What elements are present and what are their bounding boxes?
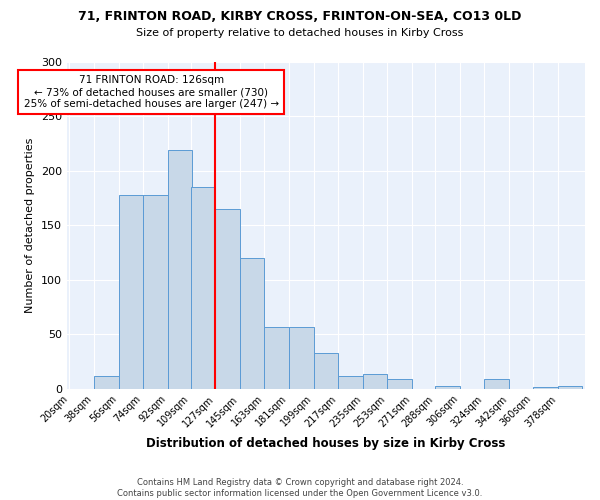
Y-axis label: Number of detached properties: Number of detached properties bbox=[25, 138, 35, 313]
Bar bbox=[533, 386, 558, 389]
Bar bbox=[191, 187, 215, 389]
Bar bbox=[265, 326, 289, 389]
Bar bbox=[240, 258, 265, 389]
Bar bbox=[338, 376, 362, 389]
Bar bbox=[314, 353, 338, 389]
Bar bbox=[558, 386, 582, 389]
Text: 71, FRINTON ROAD, KIRBY CROSS, FRINTON-ON-SEA, CO13 0LD: 71, FRINTON ROAD, KIRBY CROSS, FRINTON-O… bbox=[79, 10, 521, 23]
Bar bbox=[362, 374, 387, 389]
Bar bbox=[119, 194, 143, 389]
Bar bbox=[387, 379, 412, 389]
Text: 71 FRINTON ROAD: 126sqm
← 73% of detached houses are smaller (730)
25% of semi-d: 71 FRINTON ROAD: 126sqm ← 73% of detache… bbox=[23, 76, 279, 108]
Bar bbox=[215, 209, 240, 389]
Bar bbox=[167, 150, 192, 389]
Bar bbox=[435, 386, 460, 389]
Text: Contains HM Land Registry data © Crown copyright and database right 2024.
Contai: Contains HM Land Registry data © Crown c… bbox=[118, 478, 482, 498]
Bar bbox=[484, 379, 509, 389]
X-axis label: Distribution of detached houses by size in Kirby Cross: Distribution of detached houses by size … bbox=[146, 437, 506, 450]
Bar bbox=[143, 194, 167, 389]
Bar bbox=[94, 376, 119, 389]
Bar bbox=[289, 326, 314, 389]
Text: Size of property relative to detached houses in Kirby Cross: Size of property relative to detached ho… bbox=[136, 28, 464, 38]
